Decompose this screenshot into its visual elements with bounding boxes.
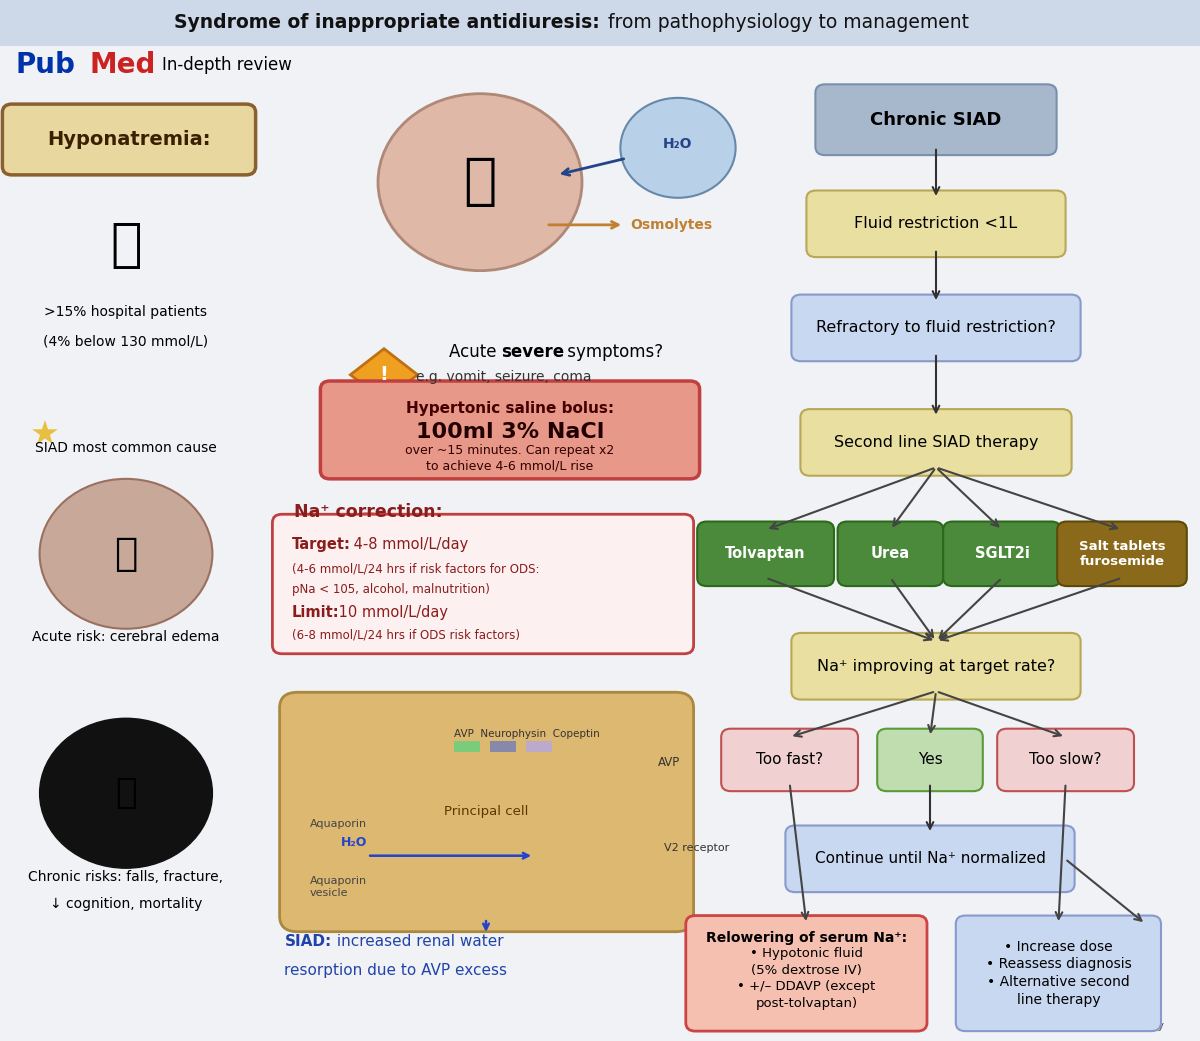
FancyBboxPatch shape: [686, 916, 928, 1031]
Text: Chronic risks: falls, fracture,: Chronic risks: falls, fracture,: [29, 869, 223, 884]
Text: Too slow?: Too slow?: [1030, 753, 1102, 767]
Text: 🏥: 🏥: [110, 219, 142, 271]
Text: (6-8 mmol/L/24 hrs if ODS risk factors): (6-8 mmol/L/24 hrs if ODS risk factors): [292, 629, 520, 641]
Text: 🧠: 🧠: [463, 155, 497, 209]
Text: pNa < 105, alcohol, malnutrition): pNa < 105, alcohol, malnutrition): [292, 583, 490, 595]
Text: Med: Med: [90, 51, 156, 78]
Text: resorption due to AVP excess: resorption due to AVP excess: [284, 963, 508, 977]
Text: Acute: Acute: [449, 342, 502, 361]
FancyBboxPatch shape: [454, 741, 480, 752]
Text: Relowering of serum Na⁺:: Relowering of serum Na⁺:: [706, 931, 907, 945]
Text: (4-6 mmol/L/24 hrs if risk factors for ODS:: (4-6 mmol/L/24 hrs if risk factors for O…: [292, 563, 539, 576]
Text: severe: severe: [502, 342, 565, 361]
FancyBboxPatch shape: [721, 729, 858, 791]
Polygon shape: [350, 349, 418, 401]
Text: Acute risk: cerebral edema: Acute risk: cerebral edema: [32, 630, 220, 644]
Text: increased renal water: increased renal water: [332, 934, 504, 948]
FancyBboxPatch shape: [280, 692, 694, 932]
Text: from pathophysiology to management: from pathophysiology to management: [602, 14, 970, 32]
Text: Hypertonic saline bolus:: Hypertonic saline bolus:: [406, 401, 614, 415]
FancyBboxPatch shape: [0, 0, 1200, 46]
FancyBboxPatch shape: [816, 84, 1057, 155]
Circle shape: [40, 718, 212, 868]
Text: 10 mmol/L/day: 10 mmol/L/day: [334, 605, 448, 619]
Text: • Hypotonic fluid
(5% dextrose IV)
• +/– DDAVP (except
post-tolvaptan): • Hypotonic fluid (5% dextrose IV) • +/–…: [737, 947, 876, 1010]
Text: Aquaporin
vesicle: Aquaporin vesicle: [310, 877, 367, 897]
FancyBboxPatch shape: [320, 381, 700, 479]
FancyBboxPatch shape: [877, 729, 983, 791]
FancyBboxPatch shape: [490, 741, 516, 752]
Text: Target:: Target:: [292, 537, 350, 552]
Text: Refractory to fluid restriction?: Refractory to fluid restriction?: [816, 321, 1056, 335]
Text: Syndrome of inappropriate antidiuresis:: Syndrome of inappropriate antidiuresis:: [174, 14, 600, 32]
FancyBboxPatch shape: [806, 191, 1066, 257]
Text: 🧠: 🧠: [114, 535, 138, 573]
FancyBboxPatch shape: [792, 633, 1080, 700]
Circle shape: [40, 479, 212, 629]
Text: Yes: Yes: [918, 753, 942, 767]
Text: Chronic SIAD: Chronic SIAD: [870, 110, 1002, 129]
Text: Too fast?: Too fast?: [756, 753, 823, 767]
Text: e.g. vomit, seizure, coma: e.g. vomit, seizure, coma: [416, 370, 592, 384]
Text: AVP  Neurophysin  Copeptin: AVP Neurophysin Copeptin: [454, 729, 599, 739]
FancyBboxPatch shape: [997, 729, 1134, 791]
FancyBboxPatch shape: [785, 826, 1075, 892]
Text: Osmolytes: Osmolytes: [630, 218, 712, 232]
Text: Na⁺ improving at target rate?: Na⁺ improving at target rate?: [817, 659, 1055, 674]
Text: Limit:: Limit:: [292, 605, 340, 619]
FancyBboxPatch shape: [1057, 522, 1187, 586]
Text: Salt tablets
furosemide: Salt tablets furosemide: [1079, 540, 1165, 567]
Text: SGLT2i: SGLT2i: [974, 547, 1030, 561]
FancyBboxPatch shape: [955, 916, 1162, 1031]
FancyBboxPatch shape: [526, 741, 552, 752]
Text: Urea: Urea: [871, 547, 910, 561]
Circle shape: [337, 551, 400, 605]
FancyBboxPatch shape: [2, 104, 256, 175]
Circle shape: [378, 94, 582, 271]
Text: !: !: [379, 365, 389, 384]
Text: © 2023  Endocrine Society: © 2023 Endocrine Society: [1014, 1020, 1164, 1031]
Text: Tolvaptan: Tolvaptan: [725, 547, 806, 561]
Circle shape: [620, 98, 736, 198]
Text: Continue until Na⁺ normalized: Continue until Na⁺ normalized: [815, 852, 1045, 866]
FancyBboxPatch shape: [792, 295, 1080, 361]
Text: ↓ cognition, mortality: ↓ cognition, mortality: [50, 896, 202, 911]
Text: Hyponatremia:: Hyponatremia:: [47, 130, 211, 149]
Text: 🚶: 🚶: [115, 777, 137, 810]
Circle shape: [316, 532, 421, 624]
Text: Fluid restriction <1L: Fluid restriction <1L: [854, 217, 1018, 231]
Text: over ~15 minutes. Can repeat x2
to achieve 4-6 mmol/L rise: over ~15 minutes. Can repeat x2 to achie…: [406, 443, 614, 473]
Text: (4% below 130 mmol/L): (4% below 130 mmol/L): [43, 334, 209, 349]
Circle shape: [294, 513, 443, 642]
Circle shape: [356, 567, 380, 588]
Text: In-depth review: In-depth review: [162, 55, 292, 74]
Text: 100ml 3% NaCl: 100ml 3% NaCl: [416, 422, 604, 442]
Text: • Increase dose
• Reassess diagnosis
• Alternative second
line therapy: • Increase dose • Reassess diagnosis • A…: [985, 940, 1132, 1007]
FancyBboxPatch shape: [800, 409, 1072, 476]
Text: ★: ★: [30, 418, 60, 452]
Text: Principal cell: Principal cell: [444, 806, 528, 818]
Text: Pub: Pub: [16, 51, 76, 78]
FancyBboxPatch shape: [272, 514, 694, 654]
Text: Aquaporin: Aquaporin: [310, 819, 367, 830]
Text: Second line SIAD therapy: Second line SIAD therapy: [834, 435, 1038, 450]
Text: symptoms?: symptoms?: [562, 342, 662, 361]
Text: H₂O: H₂O: [341, 836, 367, 848]
Text: Na⁺ correction:: Na⁺ correction:: [294, 503, 443, 522]
Text: AVP: AVP: [658, 756, 680, 768]
Text: V2 receptor: V2 receptor: [664, 843, 728, 854]
Text: SIAD most common cause: SIAD most common cause: [35, 440, 217, 455]
FancyBboxPatch shape: [943, 522, 1061, 586]
Text: 4-8 mmol/L/day: 4-8 mmol/L/day: [349, 537, 468, 552]
Text: H₂O: H₂O: [664, 136, 692, 151]
Text: SIAD:: SIAD:: [284, 934, 331, 948]
FancyBboxPatch shape: [697, 522, 834, 586]
Text: >15% hospital patients: >15% hospital patients: [44, 305, 208, 320]
FancyBboxPatch shape: [838, 522, 943, 586]
